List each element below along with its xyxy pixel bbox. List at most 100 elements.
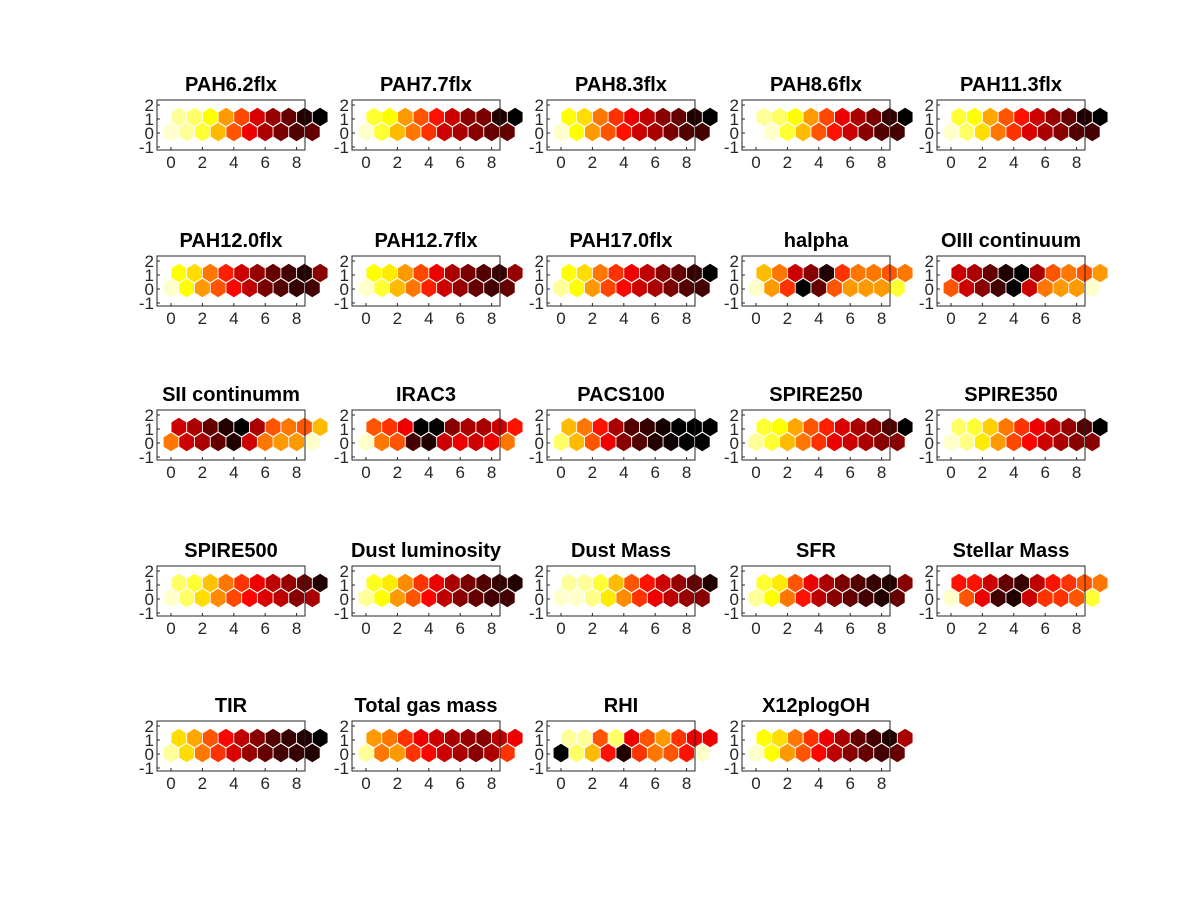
x-tick-label: 6 xyxy=(1040,309,1049,328)
hex-cell-row1-5 xyxy=(444,417,460,437)
hex-cell-row0-2 xyxy=(779,743,795,763)
x-tick-label: 4 xyxy=(619,774,628,793)
hex-cell-row0-7 xyxy=(1053,432,1069,452)
hex-cell-row0-4 xyxy=(226,588,242,608)
hex-cell-row1-9 xyxy=(702,573,718,593)
hex-cell-row1-7 xyxy=(671,728,687,748)
hex-cell-row0-9 xyxy=(694,743,710,763)
hex-cell-row0-8 xyxy=(484,743,500,763)
hex-cell-row1-4 xyxy=(819,728,835,748)
hex-cell-row1-1 xyxy=(382,417,397,437)
y-tick-label: -1 xyxy=(919,448,934,467)
x-tick-label: 0 xyxy=(946,309,955,328)
hex-cell-row1-8 xyxy=(492,417,507,437)
hex-cell-row0-2 xyxy=(974,122,990,142)
hex-cell-row1-7 xyxy=(476,107,492,127)
hex-cell-row0-6 xyxy=(842,122,858,142)
hex-cell-row1-2 xyxy=(787,728,803,748)
hex-cell-row1-1 xyxy=(772,263,787,283)
hex-cell-row0-9 xyxy=(304,278,320,298)
hex-cell-row1-5 xyxy=(834,573,850,593)
hex-cell-row1-0 xyxy=(561,107,577,127)
hex-cell-row0-1 xyxy=(959,432,975,452)
hex-cell-row1-9 xyxy=(702,263,718,283)
hex-cell-row0-7 xyxy=(1053,278,1069,298)
y-tick-label: -1 xyxy=(139,759,154,778)
panel-title: PAH12.7flx xyxy=(374,230,477,252)
hex-cell-row0-9 xyxy=(694,278,710,298)
y-tick-label: 2 xyxy=(730,406,739,425)
panel-title: SPIRE500 xyxy=(184,540,277,562)
hex-cell-row1-8 xyxy=(882,417,897,437)
hex-cell-row1-9 xyxy=(702,417,718,437)
hex-cell-row0-7 xyxy=(273,432,289,452)
hex-cell-row1-5 xyxy=(834,417,850,437)
x-tick-label: 2 xyxy=(783,463,792,482)
hex-cell-row1-0 xyxy=(366,573,382,593)
hex-cell-row1-5 xyxy=(249,728,265,748)
hex-cell-row0-3 xyxy=(405,743,421,763)
hex-cell-row0-3 xyxy=(600,743,616,763)
hex-cell-row1-6 xyxy=(655,263,671,283)
hex-cell-row0-3 xyxy=(600,122,616,142)
hex-cell-row1-6 xyxy=(1045,573,1061,593)
hex-cell-row1-9 xyxy=(507,263,523,283)
hex-cell-row0-7 xyxy=(858,122,874,142)
x-tick-label: 2 xyxy=(588,463,597,482)
hex-cell-row0-9 xyxy=(499,122,515,142)
hex-cell-row1-0 xyxy=(366,107,382,127)
x-tick-label: 0 xyxy=(166,774,175,793)
x-tick-label: 6 xyxy=(455,619,464,638)
hex-cell-row1-0 xyxy=(366,417,382,437)
hex-cell-row0-3 xyxy=(795,743,811,763)
hex-cell-row1-1 xyxy=(382,263,397,283)
y-tick-label: 0 xyxy=(535,590,544,609)
hex-cell-row1-8 xyxy=(1077,107,1092,127)
hex-cell-row0-5 xyxy=(632,432,647,452)
axes-frame xyxy=(741,565,891,617)
x-tick-label: 0 xyxy=(946,619,955,638)
hex-cell-row1-2 xyxy=(982,417,998,437)
hex-cell-row0-2 xyxy=(389,588,405,608)
hex-cell-row1-2 xyxy=(592,728,608,748)
x-tick-label: 0 xyxy=(556,774,565,793)
hex-cell-row0-1 xyxy=(764,278,780,298)
y-tick-label: 2 xyxy=(535,717,544,736)
hex-cell-row1-6 xyxy=(850,728,866,748)
hex-cell-row0-3 xyxy=(210,122,226,142)
hex-cell-row0-8 xyxy=(679,588,695,608)
x-tick-label: 8 xyxy=(292,774,301,793)
hex-cell-row0-1 xyxy=(959,122,975,142)
hex-cell-row0-2 xyxy=(389,122,405,142)
hex-cell-row0-7 xyxy=(468,278,484,298)
hex-cell-row1-2 xyxy=(202,573,218,593)
hex-cell-row0-6 xyxy=(257,432,273,452)
hex-cell-row0-3 xyxy=(210,588,226,608)
x-tick-label: 6 xyxy=(455,309,464,328)
hex-cell-row0-3 xyxy=(405,588,421,608)
y-tick-label: -1 xyxy=(334,448,349,467)
hex-cell-row0-1 xyxy=(764,588,780,608)
hex-cell-row0-4 xyxy=(421,278,437,298)
hex-cell-row0-9 xyxy=(694,432,710,452)
hex-cell-row1-3 xyxy=(803,417,819,437)
hex-cell-row0-0 xyxy=(748,122,764,142)
y-tick-label: 0 xyxy=(925,590,934,609)
hex-cell-row1-8 xyxy=(687,417,702,437)
hex-cell-row1-0 xyxy=(756,728,772,748)
hex-cell-row1-2 xyxy=(787,573,803,593)
hex-cell-row1-0 xyxy=(171,573,187,593)
y-tick-label: 1 xyxy=(145,110,154,129)
panel-title: RHI xyxy=(604,695,638,717)
hex-cell-row0-1 xyxy=(959,278,975,298)
hex-cell-row0-8 xyxy=(289,278,305,298)
axes-frame xyxy=(156,255,306,307)
x-tick-label: 4 xyxy=(1009,463,1018,482)
hex-cell-row0-6 xyxy=(647,743,663,763)
y-tick-label: -1 xyxy=(139,138,154,157)
